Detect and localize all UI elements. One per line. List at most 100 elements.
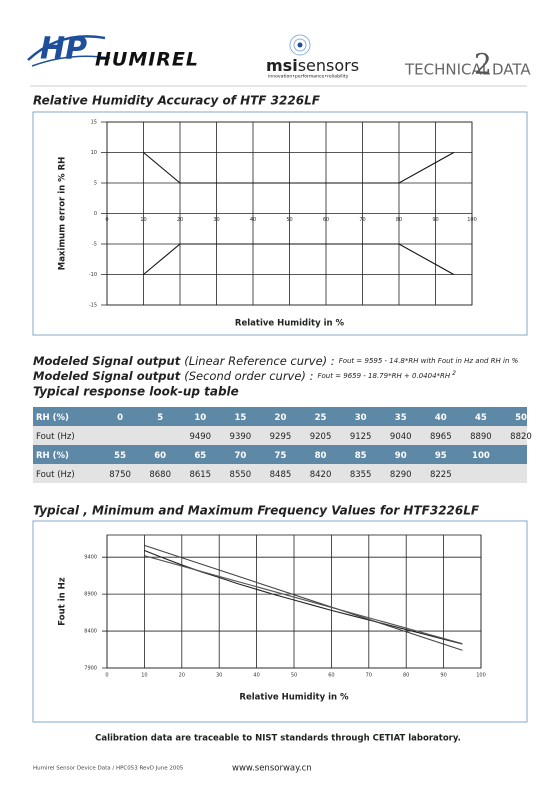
y-tick-label: 0 bbox=[94, 211, 97, 217]
series-line bbox=[143, 152, 455, 184]
table-header-cell: 85 bbox=[355, 451, 367, 461]
page-number: 2 bbox=[474, 48, 492, 81]
table-cell: 8225 bbox=[430, 470, 452, 480]
table-header-cell: 30 bbox=[355, 413, 367, 423]
table-cell: 8485 bbox=[270, 470, 292, 480]
table-header-cell: 15 bbox=[234, 413, 246, 423]
table-cell: 9390 bbox=[230, 432, 252, 442]
x-tick-label: 100 bbox=[467, 217, 477, 223]
x-tick-label: 50 bbox=[291, 673, 297, 679]
msi-brand: msisensors bbox=[266, 56, 359, 75]
brand: HUMIREL bbox=[95, 49, 199, 71]
table-title: Typical response look-up table bbox=[33, 385, 239, 399]
chart-frame bbox=[32, 520, 528, 723]
lookup-table: RH (%) 0 5 10 15 20 25 30 35 40 45 50 Fout (Hz) 9490 9… bbox=[33, 407, 532, 483]
table-cell: 8355 bbox=[350, 470, 372, 480]
x-tick-label: 90 bbox=[440, 673, 446, 679]
table-cell: 9040 bbox=[390, 432, 412, 442]
msi-brand-bold: msi bbox=[266, 56, 298, 75]
x-tick-label: 30 bbox=[213, 217, 219, 223]
x-tick-label: 60 bbox=[328, 673, 334, 679]
table-header-cell: 50 bbox=[515, 413, 527, 423]
table-header-cell: 80 bbox=[315, 451, 327, 461]
table-header-cell: 55 bbox=[114, 451, 126, 461]
logo-dot bbox=[297, 42, 303, 48]
table-cell: 8550 bbox=[230, 470, 252, 480]
table-header-cell: 25 bbox=[315, 413, 327, 423]
x-tick-label: 40 bbox=[250, 217, 256, 223]
x-tick-label: 0 bbox=[105, 673, 108, 679]
x-tick-label: 90 bbox=[432, 217, 438, 223]
x-tick-label: 70 bbox=[359, 217, 365, 223]
signal-kind: (Linear Reference curve) : bbox=[184, 354, 334, 368]
y-tick-label: -5 bbox=[92, 242, 97, 248]
signal-kind: (Second order curve) : bbox=[184, 369, 313, 383]
table-cell: Fout (Hz) bbox=[36, 432, 75, 442]
website: www.sensorway.cn bbox=[232, 764, 312, 774]
logo-ring bbox=[289, 34, 311, 56]
table-cell: 8890 bbox=[470, 432, 492, 442]
x-tick-label: 0 bbox=[105, 217, 108, 223]
table-header-cell: 40 bbox=[435, 413, 447, 423]
x-tick-label: 80 bbox=[403, 673, 409, 679]
x-tick-label: 10 bbox=[141, 673, 147, 679]
series-line bbox=[144, 555, 463, 645]
table-cell: 8615 bbox=[189, 470, 211, 480]
table-header-cell: 65 bbox=[194, 451, 206, 461]
table-cell: 9490 bbox=[189, 432, 211, 442]
msi-tagline: innovation•performance•reliability bbox=[268, 74, 349, 80]
table-cell: 9295 bbox=[270, 432, 292, 442]
x-tick-label: 70 bbox=[366, 673, 372, 679]
table-header-cell: 45 bbox=[475, 413, 487, 423]
table-row bbox=[33, 426, 527, 445]
msi-brand-suffix: sensors bbox=[298, 56, 359, 75]
signal-exponent: 2 bbox=[452, 370, 456, 377]
table-header-row bbox=[33, 407, 527, 426]
signal-line: Modeled Signal output (Second order curve… bbox=[33, 369, 456, 383]
table-cell: 8680 bbox=[149, 470, 171, 480]
logo-mark: HP bbox=[40, 32, 87, 67]
table-header-cell: 0 bbox=[117, 413, 123, 423]
y-tick-label: -10 bbox=[89, 272, 97, 278]
table-header-cell: 70 bbox=[234, 451, 246, 461]
logo-swoosh bbox=[27, 35, 106, 61]
table-row bbox=[33, 464, 527, 483]
x-tick-label: 20 bbox=[177, 217, 183, 223]
y-tick-label: 5 bbox=[94, 181, 97, 187]
table-header-row bbox=[33, 445, 527, 464]
table-header-cell: 60 bbox=[154, 451, 166, 461]
y-tick-label: 10 bbox=[91, 150, 97, 156]
doc-ref: Humirel Sensor Device Data / HPC053 RevD… bbox=[33, 766, 184, 772]
signal-label: Modeled Signal output bbox=[33, 369, 181, 383]
table-header-cell: RH (%) bbox=[36, 451, 69, 461]
x-tick-label: 100 bbox=[476, 673, 486, 679]
table-cell: 8290 bbox=[390, 470, 412, 480]
y-tick-label: -15 bbox=[89, 303, 97, 309]
signal-formula: Fout = 9659 - 18.79*RH + 0.0404*RH bbox=[317, 372, 450, 380]
y-tick-label: 9400 bbox=[84, 555, 97, 561]
signal-formula: Fout = 9595 - 14.8*RH with Fout in Hz an… bbox=[339, 357, 519, 365]
table-header-cell: RH (%) bbox=[36, 413, 69, 423]
y-tick-label: 7900 bbox=[84, 666, 97, 672]
table-cell: 8820 bbox=[510, 432, 532, 442]
calibration-note: Calibration data are traceable to NIST s… bbox=[95, 734, 461, 744]
x-tick-label: 80 bbox=[396, 217, 402, 223]
x-tick-label: 40 bbox=[253, 673, 259, 679]
y-axis-label: Fout in Hz bbox=[58, 577, 68, 625]
data-label: DATA bbox=[492, 61, 531, 79]
x-tick-label: 60 bbox=[323, 217, 329, 223]
table-header-cell: 100 bbox=[472, 451, 490, 461]
x-tick-label: 20 bbox=[179, 673, 185, 679]
table-cell: Fout (Hz) bbox=[36, 470, 75, 480]
y-tick-label: 8900 bbox=[84, 592, 97, 598]
table-cell: 9125 bbox=[350, 432, 372, 442]
signal-label: Modeled Signal output bbox=[33, 354, 181, 368]
y-tick-label: 15 bbox=[91, 120, 97, 126]
section-title: Relative Humidity Accuracy of HTF 3226LF bbox=[33, 94, 321, 108]
x-tick-label: 50 bbox=[286, 217, 292, 223]
table-header-cell: 35 bbox=[395, 413, 407, 423]
technical-label: TECHNICAL bbox=[404, 61, 491, 79]
table-header-cell: 90 bbox=[395, 451, 407, 461]
